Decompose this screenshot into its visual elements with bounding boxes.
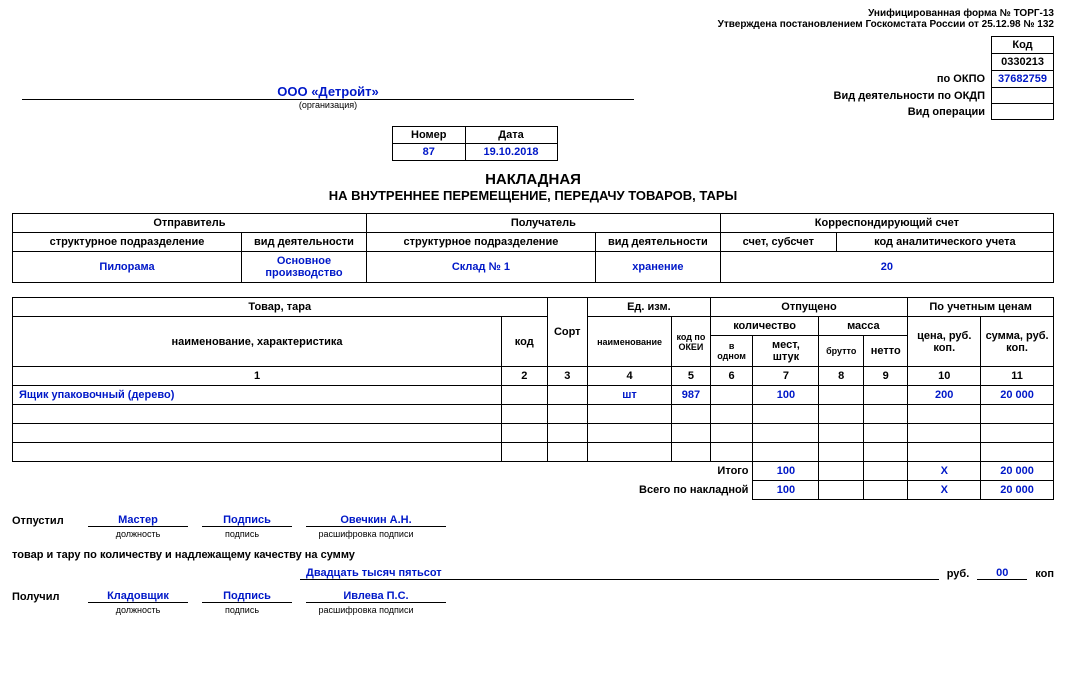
table-row	[13, 405, 1054, 424]
doc-subtitle: НА ВНУТРЕННЕЕ ПЕРЕМЕЩЕНИЕ, ПЕРЕДАЧУ ТОВА…	[12, 188, 1054, 203]
codes-table: Код 0330213 по ОКПО37682759 Вид деятельн…	[828, 36, 1054, 120]
org-name: ООО «Детройт»	[22, 84, 634, 100]
items-table: Товар, тара Сорт Ед. изм. Отпущено По уч…	[12, 297, 1054, 500]
table-row: Ящик упаковочный (дерево) шт987 100 2002…	[13, 386, 1054, 405]
table-row	[13, 424, 1054, 443]
form-header: Унифицированная форма № ТОРГ-13 Утвержде…	[12, 8, 1054, 30]
parties-table: Отправитель Получатель Корреспондирующий…	[12, 213, 1054, 283]
doc-title: НАКЛАДНАЯ	[12, 171, 1054, 188]
org-sub: (организация)	[22, 100, 634, 110]
signatures: Отпустил Мастер Подпись Овечкин А.Н. дол…	[12, 514, 1054, 615]
number-date: НомерДата 8719.10.2018	[12, 126, 1054, 161]
table-row	[13, 443, 1054, 462]
